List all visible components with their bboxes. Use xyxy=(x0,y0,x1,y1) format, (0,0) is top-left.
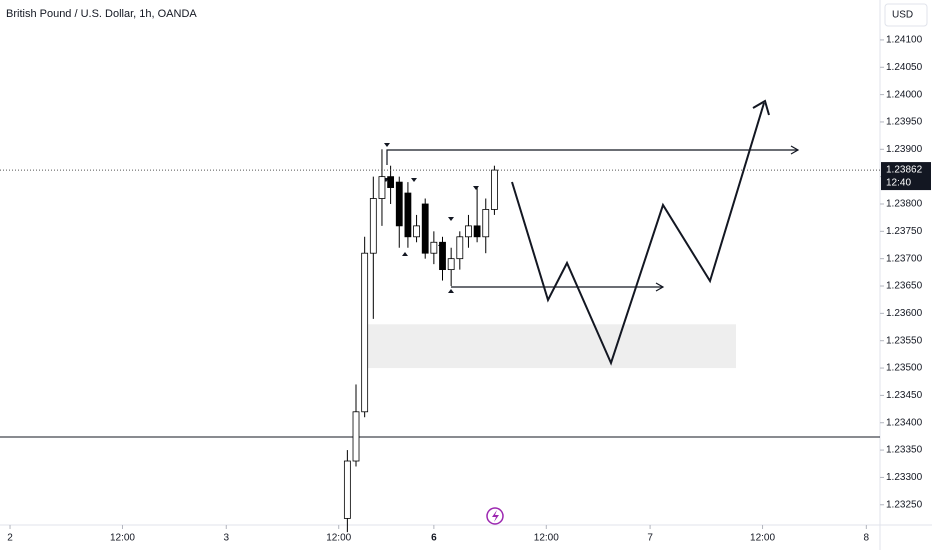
x-tick-label: 2 xyxy=(7,533,13,544)
candle-body xyxy=(343,460,351,519)
candle-body xyxy=(352,411,360,462)
candle-body xyxy=(456,236,464,260)
marker xyxy=(473,186,479,190)
events-bolt xyxy=(492,510,499,522)
projection-head xyxy=(752,99,770,116)
x-tick-label: 12:00 xyxy=(534,533,559,544)
y-tick-label: 1.23900 xyxy=(886,144,923,155)
currency-button[interactable] xyxy=(884,3,928,27)
candle-body xyxy=(447,258,455,271)
candle-body xyxy=(430,241,438,254)
marker xyxy=(448,289,454,293)
projection-path xyxy=(511,102,765,366)
last-price-box xyxy=(881,162,931,191)
drawings xyxy=(386,99,800,366)
x-tick-label: 8 xyxy=(864,533,870,544)
arrow-head xyxy=(655,282,665,292)
candle-body xyxy=(473,225,481,238)
y-tick-label: 1.24100 xyxy=(886,35,923,46)
candle-body xyxy=(387,176,395,188)
last-price-label: 1.23862 xyxy=(886,165,923,176)
y-tick-label: 1.23950 xyxy=(886,117,923,128)
y-tick-label: 1.24050 xyxy=(886,62,923,73)
y-tick-label: 1.23300 xyxy=(886,472,923,483)
y-tick-label: 1.23500 xyxy=(886,363,923,374)
zone xyxy=(362,324,736,369)
arrow-line xyxy=(386,149,798,165)
x-tick-label: 3 xyxy=(223,533,229,544)
x-tick-label: 12:00 xyxy=(326,533,351,544)
x-tick-label: 12:00 xyxy=(750,533,775,544)
candle-body xyxy=(439,241,446,271)
candle-body xyxy=(369,198,377,254)
candle-body xyxy=(378,176,386,199)
marker xyxy=(402,252,408,256)
x-tick-label: 12:00 xyxy=(110,533,135,544)
candle-body xyxy=(465,225,472,238)
y-tick-label: 1.23700 xyxy=(886,253,923,264)
arrow-head xyxy=(790,145,800,155)
y-tick-label: 1.23450 xyxy=(886,390,923,401)
candle-body xyxy=(361,252,369,413)
y-tick-label: 1.23350 xyxy=(886,445,923,456)
y-tick-label: 1.23550 xyxy=(886,335,923,346)
y-tick-label: 1.23650 xyxy=(886,281,923,292)
chart-title: British Pound / U.S. Dollar, 1h, OANDA xyxy=(6,8,197,20)
y-tick-label: 1.23600 xyxy=(886,308,923,319)
currency-label[interactable]: USD xyxy=(892,10,913,21)
candle-body xyxy=(413,225,420,238)
candle-body xyxy=(482,209,490,238)
y-tick-label: 1.23400 xyxy=(886,417,923,428)
x-tick-label: 7 xyxy=(647,533,653,544)
candle-body xyxy=(404,192,412,238)
y-tick-label: 1.24000 xyxy=(886,89,923,100)
marker xyxy=(384,143,390,147)
x-tick-label: 6 xyxy=(431,533,437,544)
y-tick-label: 1.23800 xyxy=(886,199,923,210)
marker xyxy=(411,178,417,182)
candle-body xyxy=(491,169,498,210)
candle-body xyxy=(421,203,429,254)
candle-body xyxy=(395,181,403,227)
countdown-label: 12:40 xyxy=(886,178,911,189)
marker xyxy=(448,217,454,221)
y-tick-label: 1.23750 xyxy=(886,226,923,237)
y-tick-label: 1.23250 xyxy=(886,499,923,510)
